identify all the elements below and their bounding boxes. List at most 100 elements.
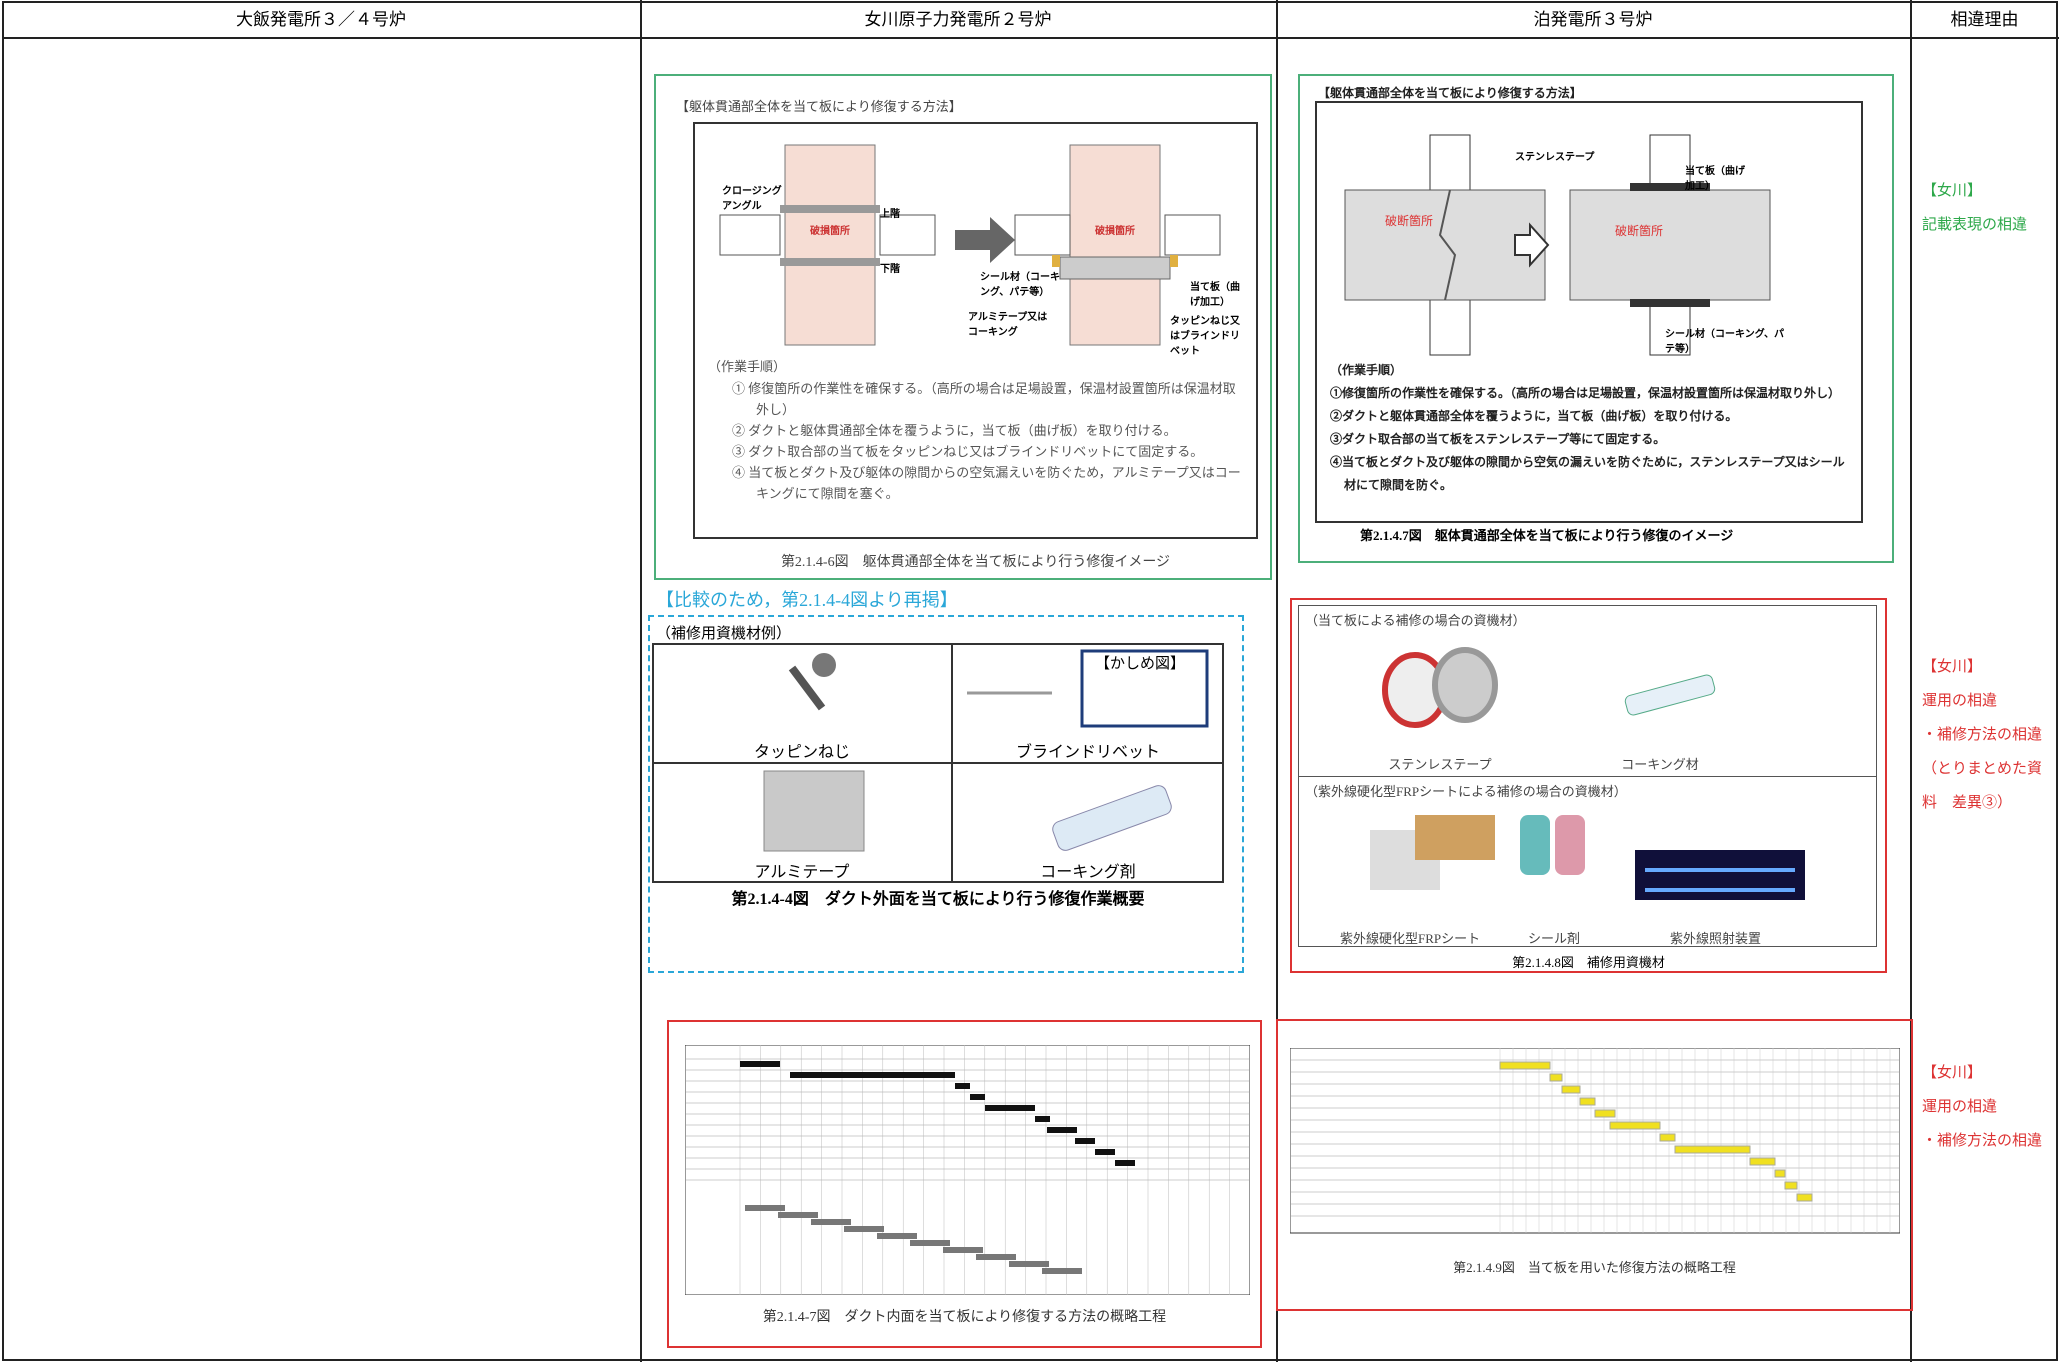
reason-tag: 【女川】 <box>1922 659 1983 675</box>
item-label: コーキング剤 <box>1040 864 1136 881</box>
column-rule <box>640 0 642 1362</box>
item-label: シール剤 <box>1528 931 1581 946</box>
reason-line: ・補修方法の相違 <box>1922 1133 2043 1149</box>
figure-title: 【躯体貫通部全体を当て板により修復する方法】 <box>676 99 962 114</box>
reason-line: 運用の相違 <box>1922 1099 1998 1115</box>
item-label: 紫外線硬化型FRPシート <box>1340 931 1481 946</box>
schedule-decor <box>1047 1127 1077 1133</box>
step: ① 修復箇所の作業性を確保する。（高所の場合は足場設置，保温材設置箇所は保温材取… <box>732 381 1236 417</box>
reason-line: 運用の相違 <box>1922 693 1998 709</box>
schedule-decor <box>1290 1048 1900 1234</box>
schedule-decor <box>1075 1138 1095 1144</box>
schedule-decor <box>1549 1073 1563 1082</box>
diagram-label: タッピンねじ又はブラインドリベット <box>1170 316 1240 357</box>
group-heading: （紫外線硬化型FRPシートによる補修の場合の資機材） <box>1305 784 1627 799</box>
schedule-decor <box>811 1219 851 1225</box>
item-label: タッピンねじ <box>753 744 850 761</box>
item-label: コーキング材 <box>1621 757 1699 772</box>
step: ③ダクト取合部の当て板をステンレステープ等にて固定する。 <box>1330 432 1666 446</box>
column-rule <box>1910 0 1912 1362</box>
diagram-label: 当て板（曲げ加工） <box>1190 282 1240 308</box>
schedule-decor <box>1749 1157 1776 1166</box>
inset-label: 【かしめ図】 <box>1095 656 1186 672</box>
header-cell: 女川原子力発電所２号炉 <box>640 2 1276 39</box>
materials-photos <box>1370 647 1805 900</box>
schedule-decor <box>1784 1181 1798 1190</box>
step: ④ 当て板とダクト及び躯体の隙間からの空気漏えいを防ぐため，アルミテープ又はコー… <box>732 465 1241 501</box>
schedule-decor <box>1009 1261 1049 1267</box>
reason-tag: 【女川】 <box>1922 1065 1983 1081</box>
materials-grid <box>652 643 1224 883</box>
step: ②ダクトと躯体貫通部全体を覆うように，当て板（曲げ板）を取り付ける。 <box>1330 409 1738 423</box>
step: ①修復箇所の作業性を確保する。（高所の場合は足場設置，保温材設置箇所は保温材取り… <box>1330 386 1841 400</box>
figure-frame <box>693 122 1258 539</box>
reason-line: 記載表現の相違 <box>1922 217 2028 233</box>
schedule-decor <box>985 1105 1035 1111</box>
schedule-decor <box>685 1045 1250 1295</box>
schedule-decor <box>844 1226 884 1232</box>
steps: ①修復箇所の作業性を確保する。（高所の場合は足場設置，保温材設置箇所は保温材取り… <box>1330 382 1855 497</box>
duct-diagram <box>1344 134 1771 356</box>
diagram-label: 破損箇所 <box>810 226 850 237</box>
steps: ① 修復箇所の作業性を確保する。（高所の場合は足場設置，保温材設置箇所は保温材取… <box>732 378 1242 504</box>
schedule-decor <box>1095 1149 1115 1155</box>
schedule-decor <box>790 1072 955 1078</box>
figure-caption: 第2.1.4-6図 躯体貫通部全体を当て板により行う修復イメージ <box>780 555 1171 570</box>
group-heading: （当て板による補修の場合の資機材） <box>1305 613 1526 628</box>
diagram-label: 上階 <box>880 209 900 220</box>
schedule-decor <box>1774 1169 1786 1178</box>
header-cell: 泊発電所３号炉 <box>1276 2 1910 39</box>
item-label: アルミテープ <box>754 864 850 881</box>
diagram-label: ステンレステープ <box>1515 152 1595 163</box>
reason: 【女川】記載表現の相違 <box>1922 174 2027 242</box>
item-label: 紫外線照射装置 <box>1670 931 1762 946</box>
schedule-decor <box>877 1233 917 1239</box>
schedule-decor <box>1609 1121 1661 1130</box>
step: ④当て板とダクト及び躯体の隙間から空気の漏えいを防ぐために，ステンレステープ又は… <box>1330 455 1845 492</box>
schedule-decor <box>1561 1085 1581 1094</box>
schedule-decor <box>1499 1061 1551 1070</box>
schedule-box <box>1276 1019 1913 1311</box>
diagram-label: シール材（コーキング、パテ等） <box>980 272 1060 298</box>
schedule-decor <box>740 1061 780 1067</box>
materials-rule <box>1298 776 1877 777</box>
step: ③ ダクト取合部の当て板をタッピンねじ又はブラインドリベットにて固定する。 <box>732 444 1204 459</box>
schedule-decor <box>970 1094 985 1100</box>
diagram-label: クロージングアングル <box>722 186 782 212</box>
reprint-box <box>648 615 1244 973</box>
figure-box <box>1298 74 1894 563</box>
schedule-decor <box>1674 1145 1751 1154</box>
item-label: ブラインドリベット <box>1015 744 1160 761</box>
step: ② ダクトと躯体貫通部全体を覆うように，当て板（曲げ板）を取り付ける。 <box>732 423 1177 438</box>
schedule-decor <box>955 1083 970 1089</box>
reason: 【女川】運用の相違・補修方法の相違 <box>1922 1056 2052 1158</box>
item-label: ステンレステープ <box>1388 757 1492 772</box>
schedule-decor <box>976 1254 1016 1260</box>
diagram-label: 破損箇所 <box>1095 226 1135 237</box>
figure-caption: 第2.1.4.7図 躯体貫通部全体を当て板により行う修復のイメージ <box>1360 528 1734 543</box>
schedule-decor <box>1042 1268 1082 1274</box>
figure-frame <box>1315 101 1863 523</box>
schedule-decor <box>1659 1133 1676 1142</box>
reason-line: ・補修方法の相違（とりまとめた資料 差異③） <box>1922 727 2043 811</box>
reason: 【女川】運用の相違・補修方法の相違（とりまとめた資料 差異③） <box>1922 650 2052 820</box>
schedule-decor <box>1796 1193 1813 1202</box>
schedule-decor <box>1579 1097 1596 1106</box>
figure-title: 【躯体貫通部全体を当て板により修復する方法】 <box>1318 84 1582 101</box>
diagram-label: 当て板（曲げ加工） <box>1685 166 1745 192</box>
reason-tag: 【女川】 <box>1922 183 1983 199</box>
diagram-label: 破断箇所 <box>1615 224 1664 238</box>
materials-box <box>1290 598 1887 973</box>
header-cell: 大飯発電所３／４号炉 <box>2 2 640 39</box>
schedule-decor <box>1115 1160 1135 1166</box>
schedule-decor <box>943 1247 983 1253</box>
diagram-label: 下階 <box>880 264 900 275</box>
schedule-decor <box>1035 1116 1050 1122</box>
schedule-box <box>667 1020 1262 1348</box>
steps-heading: （作業手順） <box>708 359 787 374</box>
schedule-decor <box>910 1240 950 1246</box>
steps-heading: （作業手順） <box>1330 363 1403 377</box>
schedule-decor <box>778 1212 818 1218</box>
schedule-chart <box>685 1045 1250 1295</box>
